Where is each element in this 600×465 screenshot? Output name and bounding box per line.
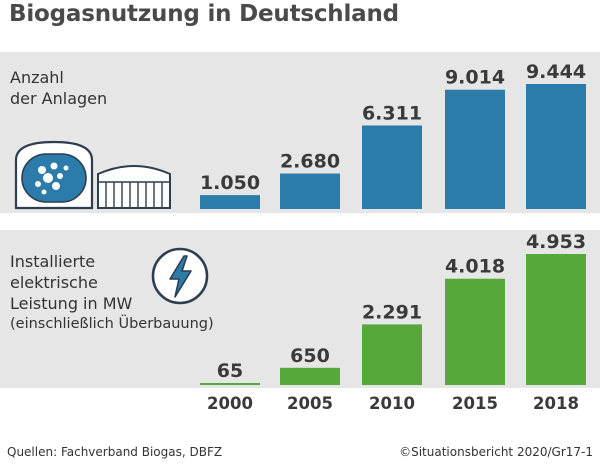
x-tick-label: 2015 xyxy=(452,394,498,413)
panel-label-sub: (einschließlich Überbauung) xyxy=(10,316,214,332)
bar-anlagen-2005 xyxy=(280,173,340,209)
panel-label-line: Anzahl xyxy=(10,68,64,87)
bar-leistung-2015 xyxy=(445,278,505,385)
panel-label-line: elektrische xyxy=(10,273,98,292)
value-label: 1.050 xyxy=(200,172,260,194)
biogas-plant-icon xyxy=(14,140,171,210)
value-label: 9.014 xyxy=(445,67,505,89)
chart-title: Biogasnutzung in Deutschland xyxy=(9,1,399,27)
lightning-bolt-icon xyxy=(151,247,209,305)
bar-leistung-2018 xyxy=(526,254,586,385)
panel-label-anlagen: Anzahl der Anlagen xyxy=(10,67,107,109)
panel-label-line: Leistung in MW xyxy=(10,294,133,313)
source-note: Quellen: Fachverband Biogas, DBFZ xyxy=(7,445,223,459)
x-tick-label: 2000 xyxy=(207,394,253,413)
value-label: 2.680 xyxy=(280,151,340,173)
bar-anlagen-2018 xyxy=(526,84,586,209)
bar-anlagen-2010 xyxy=(362,125,422,209)
bar-leistung-2000 xyxy=(200,383,260,385)
value-label: 6.311 xyxy=(362,102,422,124)
panel-label-leistung: Installierte elektrische Leistung in MW … xyxy=(10,251,214,335)
panel-label-line: der Anlagen xyxy=(10,89,108,108)
bar-anlagen-2000 xyxy=(200,195,260,209)
bar-anlagen-2015 xyxy=(445,89,505,209)
x-tick-label: 2010 xyxy=(369,394,415,413)
copyright-note: ©Situationsbericht 2020/Gr17-1 xyxy=(399,445,593,459)
value-label: 650 xyxy=(290,345,330,367)
x-tick-label: 2005 xyxy=(287,394,333,413)
value-label: 4.018 xyxy=(445,256,505,278)
x-tick-label: 2018 xyxy=(533,394,579,413)
bar-chart: 1.050 2.680 6.311 9.014 9.444 65 650 2.291 4.018… xyxy=(200,61,586,413)
value-label: 2.291 xyxy=(362,301,422,323)
value-label: 65 xyxy=(217,360,243,382)
bar-leistung-2010 xyxy=(362,324,422,385)
value-label: 4.953 xyxy=(526,231,586,253)
panel-label-line: Installierte xyxy=(10,252,96,271)
value-label: 9.444 xyxy=(526,61,586,83)
bar-leistung-2005 xyxy=(280,367,340,385)
